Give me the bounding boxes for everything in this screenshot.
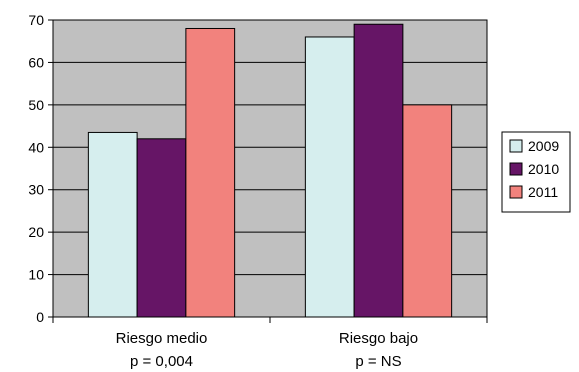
x-category-label: Riesgo medio	[116, 330, 208, 347]
x-category-label: Riesgo bajo	[339, 330, 418, 347]
x-category-sublabel: p = 0,004	[130, 353, 193, 370]
bar-2010-1	[136, 138, 187, 318]
y-tick-label: 0	[36, 309, 44, 325]
y-tick-label: 30	[28, 182, 44, 198]
legend-swatch-2009	[509, 139, 523, 153]
y-tick-label: 10	[28, 267, 44, 283]
y-tick-label: 70	[28, 12, 44, 28]
y-tick-label: 40	[28, 139, 44, 155]
bar-2011-2	[402, 104, 453, 318]
legend: 2009 2010 2011	[501, 131, 571, 213]
legend-label: 2009	[528, 138, 559, 154]
legend-swatch-2010	[509, 162, 523, 176]
bar-2009-2	[304, 36, 355, 318]
axes	[52, 317, 488, 323]
x-axis-labels: Riesgo medio p = 0,004 Riesgo bajo p = NS	[116, 330, 418, 370]
y-axis-ticks: 0 10 20 30 40 50 60 70	[28, 12, 53, 325]
bar-2009-1	[87, 131, 138, 318]
bar-2011-1	[185, 27, 236, 318]
legend-label: 2011	[528, 184, 558, 200]
y-tick-label: 50	[28, 97, 44, 113]
legend-swatch-2011	[509, 185, 523, 199]
legend-label: 2010	[528, 161, 559, 177]
bar-2010-2	[353, 23, 404, 318]
y-tick-label: 20	[28, 224, 44, 240]
x-category-sublabel: p = NS	[355, 353, 401, 370]
bars	[87, 23, 453, 318]
y-tick-label: 60	[28, 54, 44, 70]
